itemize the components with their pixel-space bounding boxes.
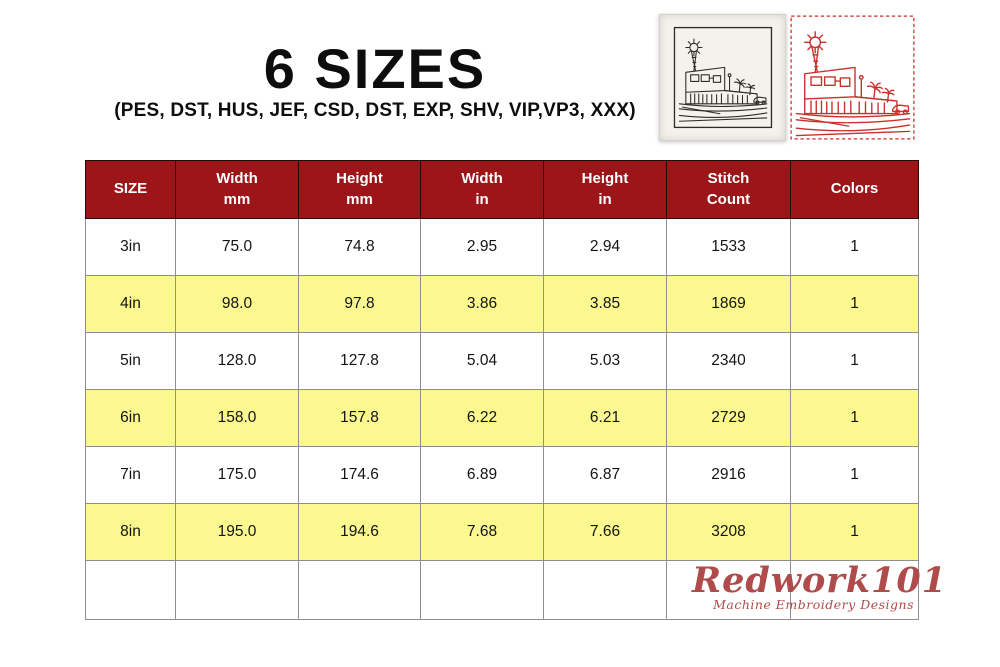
column-header-colors: Colors [790,160,919,219]
column-header-width-in: Width in [420,160,544,219]
cell-stitch-count: 2916 [666,446,791,504]
cell-height-in: 6.87 [543,446,667,504]
cell-width-mm: 98.0 [175,275,299,333]
cell-height-in: 5.03 [543,332,667,390]
sizes-table: SIZE Width mm Height mm Width in Height in S… [85,160,919,620]
cell-size: 5in [85,332,176,390]
cell-height-mm: 127.8 [298,332,421,390]
cell-height-mm: 74.8 [298,218,421,276]
cell-empty [543,560,667,620]
column-header-height-mm: Height mm [298,160,421,219]
cell-empty [85,560,176,620]
cell-width-mm: 158.0 [175,389,299,447]
cell-stitch-count: 1533 [666,218,791,276]
cell-height-in: 6.21 [543,389,667,447]
cell-width-in: 2.95 [420,218,544,276]
cell-colors: 1 [790,503,919,561]
cell-height-mm: 174.6 [298,446,421,504]
cell-stitch-count: 3208 [666,503,791,561]
cell-size: 6in [85,389,176,447]
cell-width-in: 5.04 [420,332,544,390]
cell-stitch-count: 1869 [666,275,791,333]
cell-size: 4in [85,275,176,333]
table-row-6in: 6in 158.0 157.8 6.22 6.21 2729 1 [85,389,919,447]
cell-empty [666,560,791,620]
building-scene-sketch-icon [673,26,773,129]
column-header-stitch-count: Stitch Count [666,160,791,219]
cell-empty [420,560,544,620]
cell-empty [790,560,919,620]
cell-width-in: 3.86 [420,275,544,333]
cell-colors: 1 [790,389,919,447]
cell-colors: 1 [790,332,919,390]
embroidery-preview-red-card [789,14,916,141]
building-scene-stitch-icon [790,15,915,140]
cell-colors: 1 [790,446,919,504]
cell-stitch-count: 2729 [666,389,791,447]
embroidery-preview-black-card [659,14,786,141]
cell-empty [175,560,299,620]
column-header-width-mm: Width mm [175,160,299,219]
cell-height-mm: 194.6 [298,503,421,561]
cell-stitch-count: 2340 [666,332,791,390]
file-formats-subtitle: (PES, DST, HUS, JEF, CSD, DST, EXP, SHV,… [114,100,636,121]
cell-height-mm: 97.8 [298,275,421,333]
header-row: SIZE Width mm Height mm Width in Height in S… [85,160,919,219]
cell-size: 8in [85,503,176,561]
cell-height-in: 3.85 [543,275,667,333]
cell-width-in: 7.68 [420,503,544,561]
table-row-3in: 3in 75.0 74.8 2.95 2.94 1533 1 [85,218,919,276]
table-row-8in: 8in 195.0 194.6 7.68 7.66 3208 1 [85,503,919,561]
cell-width-mm: 175.0 [175,446,299,504]
cell-width-in: 6.89 [420,446,544,504]
cell-size: 3in [85,218,176,276]
column-header-size: SIZE [85,160,176,219]
table-row-4in: 4in 98.0 97.8 3.86 3.85 1869 1 [85,275,919,333]
cell-height-in: 2.94 [543,218,667,276]
cell-empty [298,560,421,620]
table-row-5in: 5in 128.0 127.8 5.04 5.03 2340 1 [85,332,919,390]
cell-height-mm: 157.8 [298,389,421,447]
column-header-height-in: Height in [543,160,667,219]
cell-width-in: 6.22 [420,389,544,447]
cell-colors: 1 [790,275,919,333]
table-row-7in: 7in 175.0 174.6 6.89 6.87 2916 1 [85,446,919,504]
cell-width-mm: 75.0 [175,218,299,276]
cell-size: 7in [85,446,176,504]
page-title: 6 SIZES [263,37,487,100]
table-row-empty [85,560,919,620]
cell-colors: 1 [790,218,919,276]
cell-width-mm: 195.0 [175,503,299,561]
cell-height-in: 7.66 [543,503,667,561]
cell-width-mm: 128.0 [175,332,299,390]
